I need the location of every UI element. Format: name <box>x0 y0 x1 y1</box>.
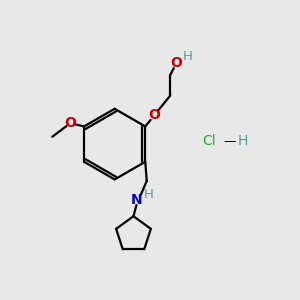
Text: H: H <box>182 50 192 63</box>
Text: —: — <box>224 135 236 148</box>
Text: H: H <box>144 188 154 201</box>
Text: O: O <box>148 108 160 122</box>
Text: O: O <box>64 116 76 130</box>
Text: N: N <box>130 193 142 207</box>
Text: H: H <box>238 134 248 148</box>
Text: O: O <box>170 56 182 70</box>
Text: Cl: Cl <box>202 134 216 148</box>
